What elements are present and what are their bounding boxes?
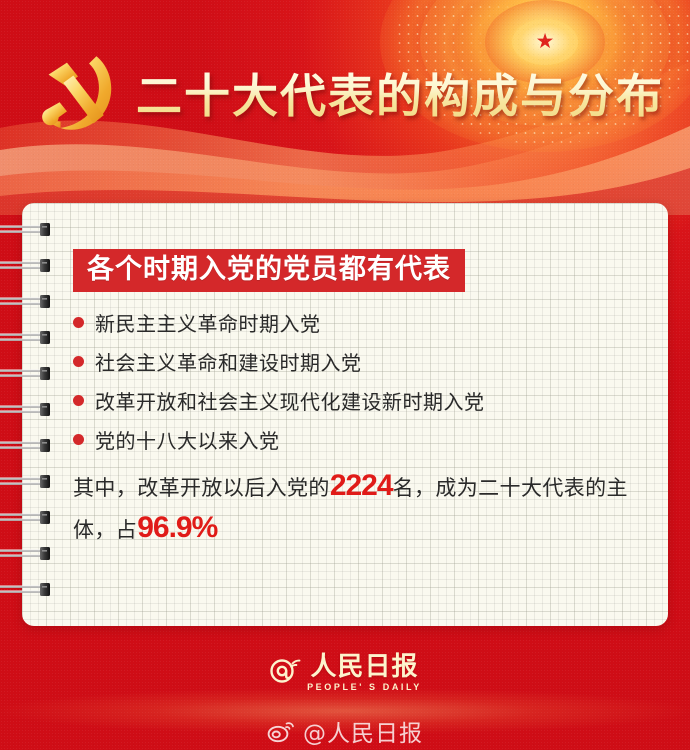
at-sign-icon <box>270 659 301 683</box>
list-item: 新民主主义革命时期入党 <box>73 308 642 337</box>
logo-chinese-name: 人民日报 <box>310 652 419 682</box>
poster-header: 二十大代表的构成与分布 <box>0 40 690 145</box>
card-content: 各个时期入党的党员都有代表 新民主主义革命时期入党 社会主义革命和建设时期入党 … <box>22 203 668 626</box>
weibo-handle-label: @人民日报 <box>303 721 423 747</box>
peoples-daily-logo: 人民日报 PEOPLE' S DAILY <box>268 654 422 692</box>
list-item: 党的十八大以来入党 <box>73 425 642 454</box>
list-item-label: 党的十八大以来入党 <box>95 429 280 453</box>
summary-paragraph: 其中，改革开放以后入党的2224名，成为二十大代表的主体，占96.9% <box>73 466 638 550</box>
representative-percentage: 96.9% <box>137 511 218 544</box>
bullet-dot-icon <box>73 395 84 406</box>
bullet-dot-icon <box>73 434 84 445</box>
spiral-binding <box>0 223 50 596</box>
logo-english-name: PEOPLE' S DAILY <box>307 682 422 692</box>
logo-text-block: 人民日报 PEOPLE' S DAILY <box>307 654 422 692</box>
list-item-label: 改革开放和社会主义现代化建设新时期入党 <box>95 390 485 414</box>
hammer-and-sickle-icon <box>42 55 112 130</box>
paragraph-part-1: 其中，改革开放以后入党的 <box>73 476 330 500</box>
poster-footer: 人民日报 PEOPLE' S DAILY @人民日报 <box>0 640 690 750</box>
list-item: 社会主义革命和建设时期入党 <box>73 347 642 376</box>
red-star-icon: ★ <box>535 30 555 53</box>
list-item: 改革开放和社会主义现代化建设新时期入党 <box>73 386 642 415</box>
paragraph-part-2: 名，成为二十大代表的主体，占 <box>73 476 628 542</box>
bullet-dot-icon <box>73 356 84 367</box>
bullet-dot-icon <box>73 317 84 328</box>
representative-count: 2224 <box>329 469 394 502</box>
section-heading-banner: 各个时期入党的党员都有代表 <box>73 249 465 292</box>
bullet-list: 新民主主义革命时期入党 社会主义革命和建设时期入党 改革开放和社会主义现代化建设… <box>73 308 642 454</box>
page-title: 二十大代表的构成与分布 <box>136 60 664 126</box>
weibo-handle-row[interactable]: @人民日报 <box>267 714 423 748</box>
weibo-icon[interactable] <box>267 719 295 743</box>
list-item-label: 新民主主义革命时期入党 <box>95 312 321 336</box>
list-item-label: 社会主义革命和建设时期入党 <box>95 351 362 375</box>
note-card: 各个时期入党的党员都有代表 新民主主义革命时期入党 社会主义革命和建设时期入党 … <box>22 203 668 626</box>
